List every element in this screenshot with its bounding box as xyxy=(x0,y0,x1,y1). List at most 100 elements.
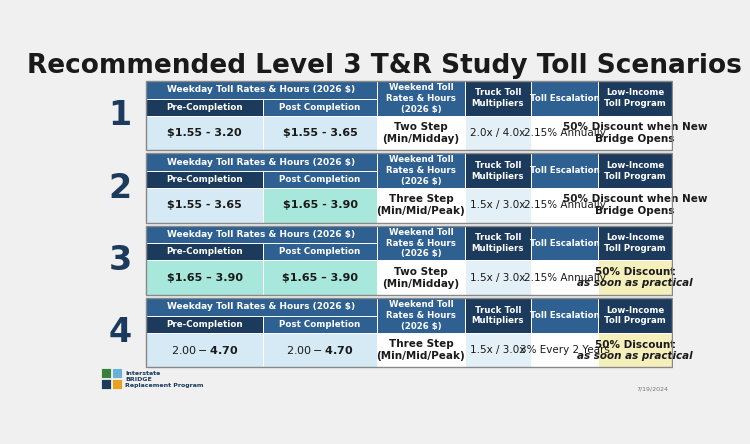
Text: Truck Toll
Multipliers: Truck Toll Multipliers xyxy=(472,233,524,253)
Bar xyxy=(376,188,465,223)
Text: 50% Discount: 50% Discount xyxy=(595,267,675,278)
Bar xyxy=(112,379,122,389)
Bar xyxy=(263,333,376,368)
Bar xyxy=(465,226,531,261)
Bar xyxy=(465,298,531,333)
Bar xyxy=(598,115,671,151)
Bar xyxy=(146,243,263,261)
Text: as soon as practical: as soon as practical xyxy=(578,278,693,288)
Text: Two Step
(Min/Midday): Two Step (Min/Midday) xyxy=(382,267,460,289)
Bar xyxy=(376,298,465,333)
Text: Toll Escalation: Toll Escalation xyxy=(530,238,599,248)
Bar xyxy=(598,188,671,223)
Bar xyxy=(465,81,531,115)
Bar xyxy=(465,188,531,223)
Bar xyxy=(531,153,598,188)
Text: Truck Toll
Multipliers: Truck Toll Multipliers xyxy=(472,88,524,108)
Text: Post Completion: Post Completion xyxy=(280,103,361,112)
Text: Low-Income
Toll Program: Low-Income Toll Program xyxy=(604,233,666,253)
Text: Pre-Completion: Pre-Completion xyxy=(166,103,243,112)
Text: Post Completion: Post Completion xyxy=(280,175,361,184)
Bar xyxy=(376,261,465,295)
Bar xyxy=(598,298,671,333)
Text: Low-Income
Toll Program: Low-Income Toll Program xyxy=(604,305,666,325)
Text: Weekday Toll Rates & Hours (2026 $): Weekday Toll Rates & Hours (2026 $) xyxy=(167,302,356,312)
Text: Pre-Completion: Pre-Completion xyxy=(166,175,243,184)
Text: Weekend Toll
Rates & Hours
(2026 $): Weekend Toll Rates & Hours (2026 $) xyxy=(386,228,456,258)
Text: Toll Escalation: Toll Escalation xyxy=(530,311,599,320)
Text: Toll Escalation: Toll Escalation xyxy=(530,94,599,103)
Text: 7/19/2024: 7/19/2024 xyxy=(637,386,668,391)
Bar xyxy=(531,226,598,261)
Bar xyxy=(598,333,671,368)
Text: 3% Every 2 Years: 3% Every 2 Years xyxy=(520,345,610,355)
Text: Recommended Level 3 T&R Study Toll Scenarios: Recommended Level 3 T&R Study Toll Scena… xyxy=(27,52,742,79)
Bar xyxy=(263,115,376,151)
Bar xyxy=(263,188,376,223)
Bar xyxy=(531,333,598,368)
Bar xyxy=(146,298,671,368)
Bar xyxy=(376,115,465,151)
Text: 1: 1 xyxy=(109,99,132,132)
Bar xyxy=(376,226,465,261)
Text: Low-Income
Toll Program: Low-Income Toll Program xyxy=(604,161,666,181)
Bar xyxy=(146,99,263,115)
Text: Low-Income
Toll Program: Low-Income Toll Program xyxy=(604,88,666,108)
Bar xyxy=(531,115,598,151)
Text: as soon as practical: as soon as practical xyxy=(578,350,693,361)
Text: Truck Toll
Multipliers: Truck Toll Multipliers xyxy=(472,305,524,325)
Bar xyxy=(146,298,376,316)
Bar xyxy=(112,368,122,378)
Text: $1.55 - 3.65: $1.55 - 3.65 xyxy=(167,200,242,210)
Text: $1.65 – 3.90: $1.65 – 3.90 xyxy=(166,273,242,283)
Text: Weekday Toll Rates & Hours (2026 $): Weekday Toll Rates & Hours (2026 $) xyxy=(167,230,356,239)
Bar xyxy=(146,261,263,295)
Bar xyxy=(465,115,531,151)
Text: Weekday Toll Rates & Hours (2026 $): Weekday Toll Rates & Hours (2026 $) xyxy=(167,85,356,95)
Text: 2.15% Annually: 2.15% Annually xyxy=(524,128,605,138)
Bar xyxy=(531,81,598,115)
Text: $1.55 - 3.20: $1.55 - 3.20 xyxy=(167,128,242,138)
Text: Three Step
(Min/Mid/Peak): Three Step (Min/Mid/Peak) xyxy=(376,194,465,216)
Bar xyxy=(101,368,111,378)
Bar xyxy=(598,153,671,188)
Bar xyxy=(146,188,263,223)
Bar xyxy=(146,153,376,171)
Text: 4: 4 xyxy=(109,316,132,349)
Bar xyxy=(598,226,671,261)
Text: Weekend Toll
Rates & Hours
(2026 $): Weekend Toll Rates & Hours (2026 $) xyxy=(386,300,456,331)
Text: 1.5x / 3.0x: 1.5x / 3.0x xyxy=(470,200,526,210)
Text: 3: 3 xyxy=(109,244,132,277)
Bar xyxy=(101,379,111,389)
Bar xyxy=(598,81,671,115)
Bar xyxy=(531,298,598,333)
Text: Three Step
(Min/Mid/Peak): Three Step (Min/Mid/Peak) xyxy=(376,339,465,361)
Text: Weekend Toll
Rates & Hours
(2026 $): Weekend Toll Rates & Hours (2026 $) xyxy=(386,155,456,186)
Text: $1.65 - 3.90: $1.65 - 3.90 xyxy=(283,200,358,210)
Text: 2.15% Annually: 2.15% Annually xyxy=(524,273,605,283)
Text: Post Completion: Post Completion xyxy=(280,320,361,329)
Text: 1.5x / 3.0x: 1.5x / 3.0x xyxy=(470,273,526,283)
Text: Truck Toll
Multipliers: Truck Toll Multipliers xyxy=(472,161,524,181)
Bar xyxy=(146,333,263,368)
Text: $2.00 - $4.70: $2.00 - $4.70 xyxy=(286,344,354,356)
Bar xyxy=(146,316,263,333)
Text: Weekday Toll Rates & Hours (2026 $): Weekday Toll Rates & Hours (2026 $) xyxy=(167,158,356,167)
Text: 2: 2 xyxy=(109,171,132,205)
Bar xyxy=(376,333,465,368)
Bar xyxy=(263,171,376,188)
Bar xyxy=(146,226,671,295)
Bar xyxy=(465,261,531,295)
Text: Toll Escalation: Toll Escalation xyxy=(530,166,599,175)
Bar xyxy=(598,261,671,295)
Bar xyxy=(263,243,376,261)
Text: Weekend Toll
Rates & Hours
(2026 $): Weekend Toll Rates & Hours (2026 $) xyxy=(386,83,456,114)
Bar xyxy=(146,81,671,151)
Bar xyxy=(376,81,465,115)
Bar xyxy=(263,99,376,115)
Bar xyxy=(531,188,598,223)
Text: Pre-Completion: Pre-Completion xyxy=(166,247,243,257)
Bar xyxy=(376,153,465,188)
Bar xyxy=(263,316,376,333)
Bar xyxy=(465,333,531,368)
